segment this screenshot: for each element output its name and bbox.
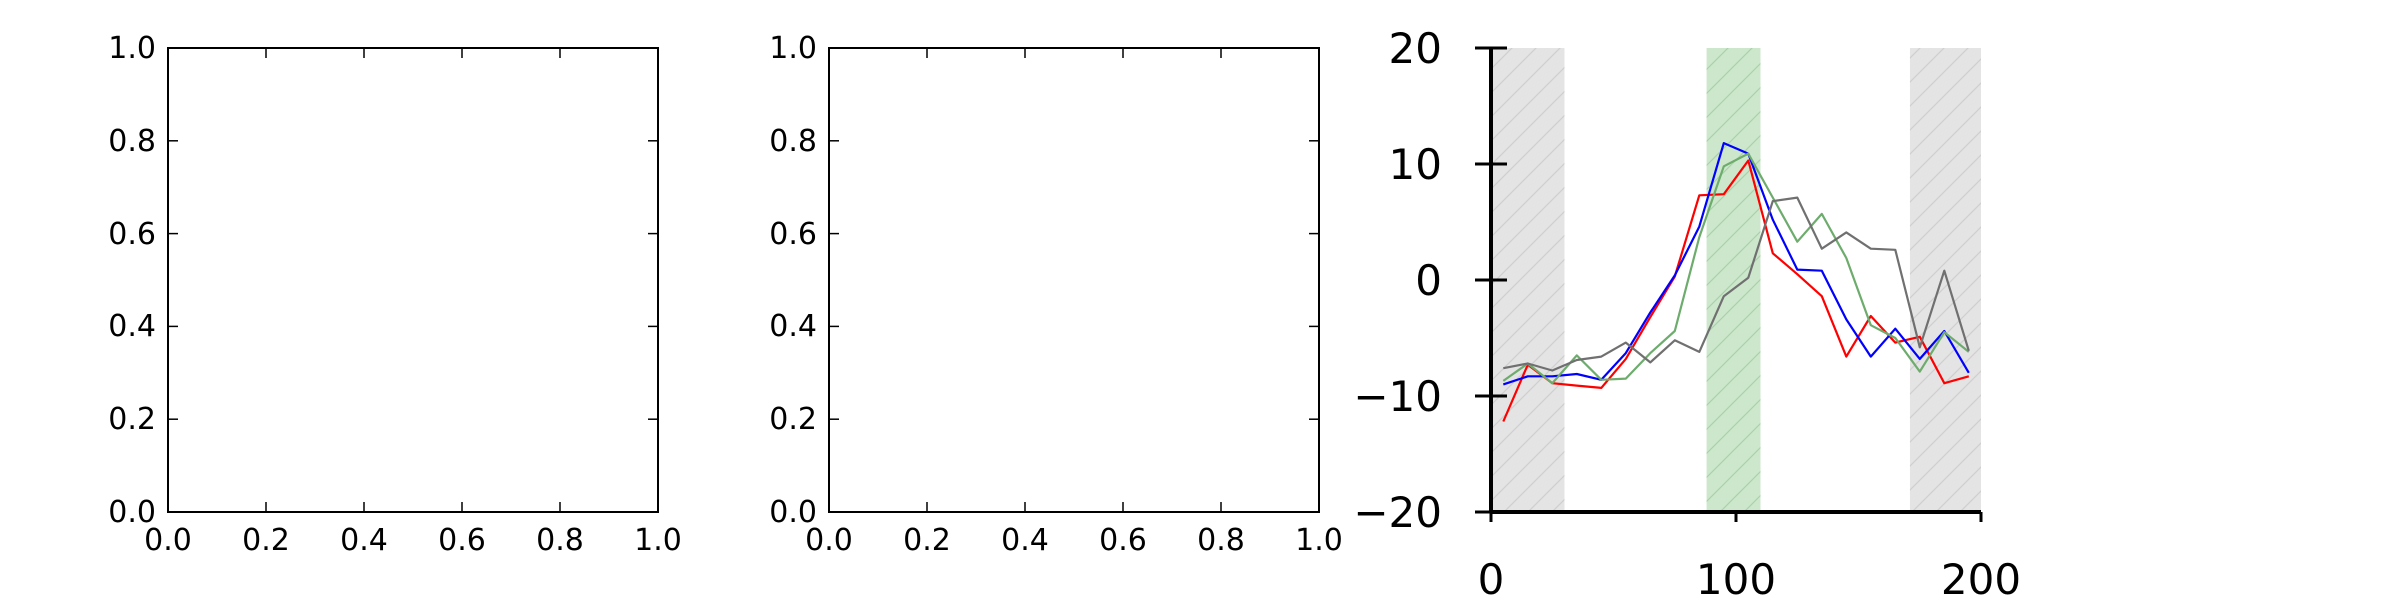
shaded-region-hatch — [1706, 48, 1761, 512]
y-tick-marks — [1475, 46, 1507, 514]
plot-frame — [828, 47, 1320, 513]
x-tick-label: 200 — [1941, 555, 2021, 600]
y-tick-label: 1.0 — [108, 31, 156, 66]
x-tick-label: 0.0 — [144, 523, 192, 558]
plot-frame — [167, 47, 659, 513]
x-tick-marks — [167, 48, 659, 512]
x-tick-label: 1.0 — [634, 523, 682, 558]
y-tick-label: 0.0 — [108, 495, 156, 530]
y-tick-label: −20 — [1353, 488, 1442, 537]
y-tick-label: 0.6 — [108, 217, 156, 252]
series-line — [1502, 142, 1970, 386]
x-tick-label: 0 — [1478, 555, 1505, 600]
shaded-region-hatch — [1909, 48, 1981, 512]
x-tick-marks — [828, 48, 1320, 512]
y-tick-label: 0.8 — [769, 124, 817, 159]
y-tick-label: 0 — [1415, 256, 1442, 305]
y-tick-label: 0.6 — [769, 217, 817, 252]
y-tick-label: 0.4 — [769, 309, 817, 344]
chart-panel-1: 0.0 0.2 0.4 0.6 0.8 1.0 0.0 0.2 0.4 0.6 … — [108, 31, 682, 558]
y-tick-label: 0.8 — [108, 124, 156, 159]
series-line — [1503, 196, 1970, 372]
x-tick-marks — [1489, 512, 1983, 522]
y-tick-label: 0.2 — [769, 402, 817, 437]
y-tick-marks — [168, 47, 658, 513]
y-tick-label: 1.0 — [769, 31, 817, 66]
y-tick-label: 0.0 — [769, 495, 817, 530]
x-tick-label: 0.4 — [340, 523, 388, 558]
series-line — [1502, 159, 1970, 422]
x-tick-label: 0.8 — [536, 523, 584, 558]
x-tick-label: 100 — [1696, 555, 1776, 600]
x-tick-label: 1.0 — [1295, 523, 1343, 558]
y-tick-labels: 20 10 0 −10 −20 — [1353, 24, 1442, 537]
x-tick-label: 0.0 — [805, 523, 853, 558]
x-tick-label: 0.4 — [1001, 523, 1049, 558]
y-tick-marks — [829, 47, 1319, 513]
y-tick-label: 20 — [1389, 24, 1442, 73]
y-tick-label: 10 — [1389, 140, 1442, 189]
y-tick-label: 0.4 — [108, 309, 156, 344]
shaded-regions — [1491, 48, 1981, 512]
y-tick-label: 0.2 — [108, 402, 156, 437]
x-tick-label: 0.8 — [1197, 523, 1245, 558]
x-tick-labels: 0 100 200 — [1478, 555, 2021, 600]
x-tick-label: 0.6 — [1099, 523, 1147, 558]
series-lines — [1502, 142, 1970, 422]
chart-panel-2: 0.0 0.2 0.4 0.6 0.8 1.0 0.0 0.2 0.4 0.6 … — [769, 31, 1343, 558]
y-tick-label: −10 — [1353, 372, 1442, 421]
x-tick-label: 0.2 — [242, 523, 290, 558]
x-tick-label: 0.6 — [438, 523, 486, 558]
x-tick-label: 0.2 — [903, 523, 951, 558]
